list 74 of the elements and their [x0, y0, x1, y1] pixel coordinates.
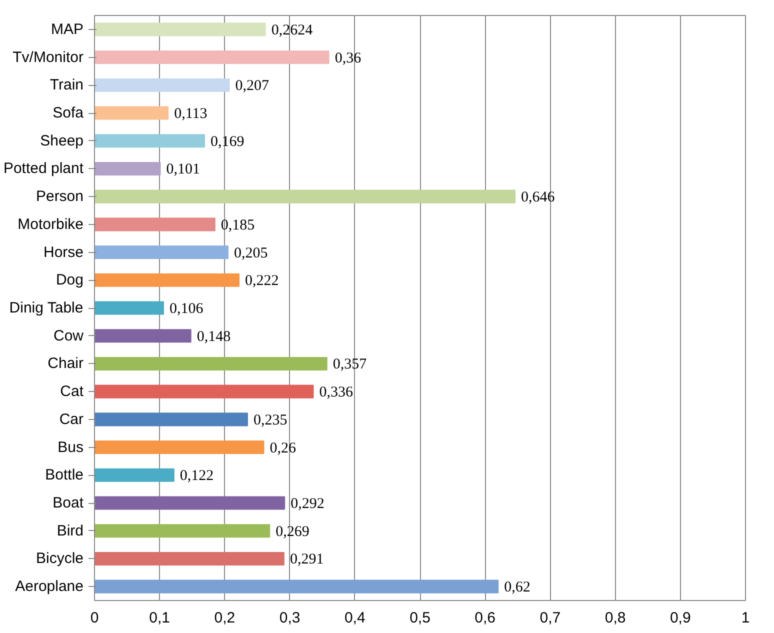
x-tick-label: 0 — [90, 610, 99, 626]
y-tick-label: Bird — [56, 522, 84, 540]
bar — [94, 190, 516, 204]
bar — [94, 246, 228, 260]
bar — [94, 106, 169, 120]
data-label: 0,122 — [180, 468, 214, 484]
y-tick-label: Sheep — [40, 132, 84, 150]
bar — [94, 412, 248, 426]
x-tick-label: 0,1 — [149, 610, 170, 626]
bar — [94, 162, 161, 176]
y-tick-label: Person — [36, 188, 84, 206]
bar — [94, 440, 264, 454]
x-tick-label: 1 — [741, 610, 750, 626]
data-label: 0,207 — [235, 78, 270, 94]
y-tick-label: Horse — [43, 244, 84, 261]
y-tick-label: Motorbike — [18, 216, 84, 233]
x-tick-label: 0,4 — [344, 610, 366, 626]
bar — [94, 134, 206, 148]
bar — [94, 580, 499, 594]
y-tick-label: MAP — [50, 20, 84, 38]
x-tick-label: 0,2 — [214, 610, 236, 626]
bar — [94, 384, 314, 398]
bar — [94, 356, 328, 370]
data-label: 0,222 — [245, 273, 279, 290]
y-tick-label: Dog — [56, 272, 84, 289]
y-tick-label: Tv/Monitor — [12, 48, 84, 66]
y-tick-label: Sofa — [52, 104, 84, 122]
bar — [94, 301, 164, 315]
data-label: 0,269 — [276, 524, 310, 540]
x-tick-label: 0,8 — [604, 610, 626, 626]
y-tick-label: Bus — [58, 438, 84, 456]
x-tick-label: 0,3 — [279, 610, 300, 626]
bar — [94, 218, 216, 232]
bar — [94, 524, 270, 538]
x-tick-label: 0,9 — [670, 610, 691, 626]
data-label: 0,106 — [170, 301, 204, 317]
data-label: 0,336 — [319, 384, 354, 401]
y-tick-label: Bicycle — [36, 550, 84, 568]
data-label: 0,36 — [334, 50, 362, 66]
data-label: 0,62 — [504, 580, 530, 596]
y-tick-label: Cat — [60, 383, 84, 400]
y-tick-label: Cow — [53, 327, 84, 344]
y-tick-label: Boat — [52, 494, 84, 512]
data-label: 0,292 — [290, 496, 324, 512]
data-label: 0,357 — [332, 356, 368, 373]
bar — [94, 273, 240, 287]
bar — [94, 552, 284, 566]
data-label: 0,113 — [174, 106, 208, 122]
x-tick-label: 0,7 — [540, 610, 561, 626]
y-tick-label: Chair — [48, 355, 84, 372]
bar — [94, 468, 174, 482]
bar — [94, 78, 230, 92]
data-label: 0,169 — [210, 134, 244, 150]
y-tick-label: Bottle — [45, 466, 84, 484]
x-tick-label: 0,6 — [474, 610, 496, 626]
y-tick-label: Train — [50, 76, 84, 94]
data-label: 0,185 — [220, 217, 255, 234]
bar — [94, 22, 266, 36]
data-label: 0,205 — [234, 245, 268, 262]
data-label: 0,2624 — [271, 22, 314, 38]
data-label: 0,101 — [166, 162, 200, 178]
data-label: 0,235 — [253, 412, 288, 428]
data-label: 0,646 — [521, 190, 556, 206]
bar — [94, 496, 286, 510]
data-label: 0,148 — [196, 328, 231, 345]
y-tick-label: Car — [59, 410, 84, 428]
x-tick-label: 0,5 — [410, 610, 430, 626]
bar — [94, 329, 192, 343]
y-tick-label: Aeroplane — [15, 578, 84, 596]
y-tick-label: Dinig Table — [9, 300, 84, 316]
y-tick-label: Potted plant — [3, 160, 84, 178]
data-label: 0,291 — [290, 552, 324, 568]
bar — [94, 50, 330, 64]
data-label: 0,26 — [270, 440, 297, 456]
